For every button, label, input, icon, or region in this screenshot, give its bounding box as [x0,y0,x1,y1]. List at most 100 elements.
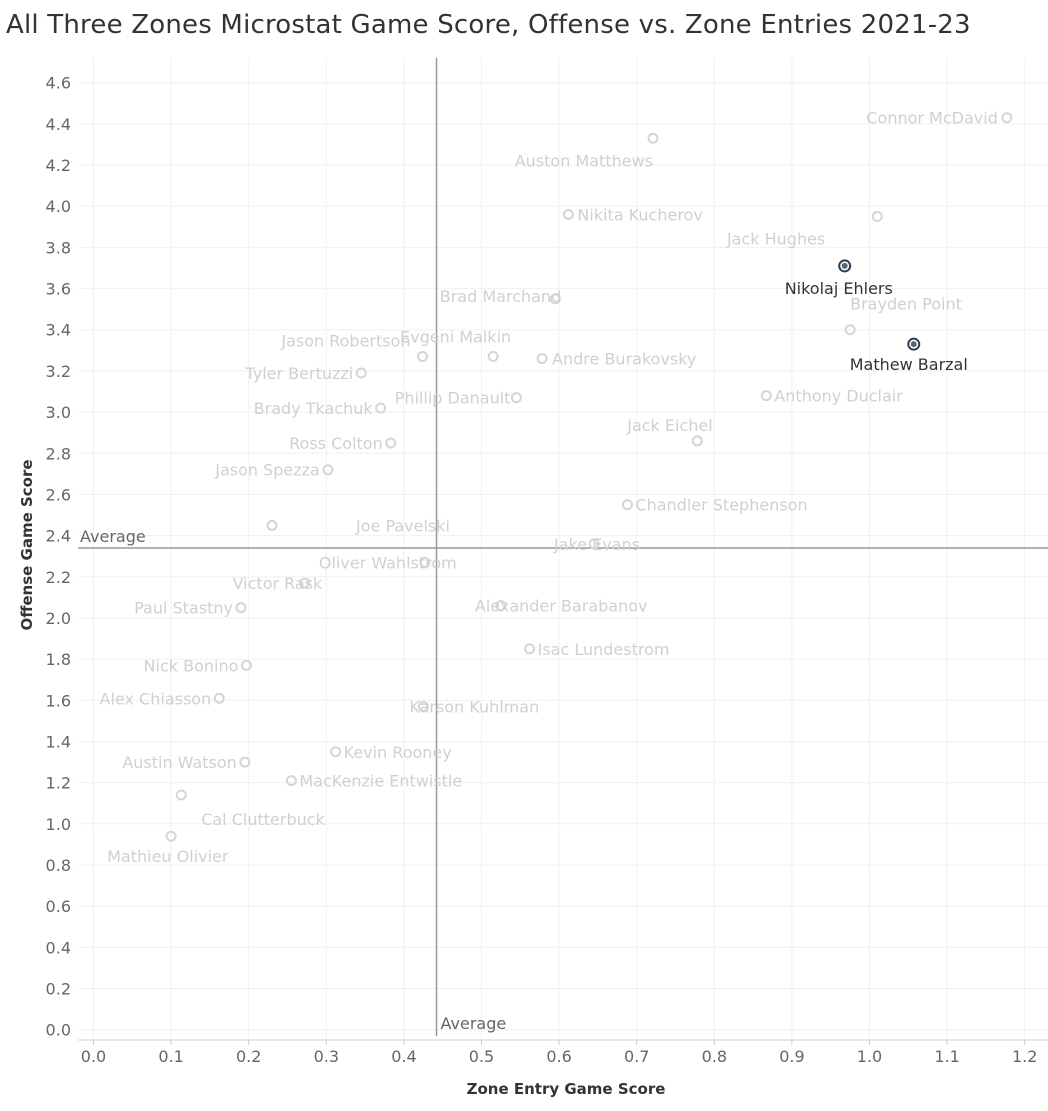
data-point [375,402,387,414]
data-point [330,746,342,758]
chart-title: All Three Zones Microstat Game Score, Of… [6,10,971,40]
data-point-label: Mathieu Olivier [107,847,229,866]
data-point [621,499,633,511]
y-tick-label: 3.2 [46,362,71,381]
data-point [536,353,548,365]
y-average-label: Average [80,527,146,546]
x-average-label: Average [441,1014,507,1033]
data-point-label: Victor Rask [233,574,323,593]
y-tick-label: 2.8 [46,444,71,463]
data-point [588,538,600,550]
x-tick-label: 0.6 [546,1047,571,1066]
data-point-label: Oliver Wahlstrom [319,553,457,572]
x-tick-label: 0.4 [391,1047,416,1066]
y-tick-label: 4.6 [46,74,71,93]
data-point-label: Joe Pavelski [355,516,450,535]
x-axis-title: Zone Entry Game Score [467,1080,666,1098]
point-labels: Connor McDavid Auston Matthews Nikita Kuch… [100,109,998,866]
data-point-label: Nikita Kucherov [577,205,702,224]
data-point-label: Alexander Barabanov [475,597,648,616]
data-point-label: Cal Clutterbuck [201,810,325,829]
data-point [285,775,297,787]
data-point [239,756,251,768]
data-point [647,132,659,144]
highlighted-point-label: Mathew Barzal [850,355,968,374]
data-point [266,519,278,531]
highlighted-point [838,259,852,273]
data-point [240,659,252,671]
data-point-label: Brady Tkachuk [254,399,374,418]
y-tick-label: 0.2 [46,980,71,999]
y-tick-label: 1.6 [46,691,71,710]
x-tick-label: 0.7 [624,1047,649,1066]
y-tick-label: 2.2 [46,568,71,587]
highlighted-point-core [910,341,917,348]
data-point-label: Jason Spezza [214,461,320,480]
x-tick-label: 0.8 [702,1047,727,1066]
data-point-label: Chandler Stephenson [635,496,807,515]
data-point-label: Jason Robertson [280,332,410,351]
x-tick-label: 0.5 [469,1047,494,1066]
data-point [299,577,311,589]
data-point-label: Paul Stastny [134,599,233,618]
data-point [562,208,574,220]
data-point-label: Evgeni Malkin [400,328,511,347]
data-point-label: Andre Burakovsky [552,350,696,369]
y-tick-label: 3.4 [46,321,71,340]
y-tick-label: 1.4 [46,732,71,751]
data-point-label: Jack Eichel [626,416,712,435]
data-point [495,600,507,612]
data-point [844,324,856,336]
data-point-label: MacKenzie Entwistle [299,772,462,791]
y-tick-label: 0.8 [46,856,71,875]
data-point-label: Nick Bonino [144,656,239,675]
data-point [419,556,431,568]
data-point [691,435,703,447]
data-point-label: Auston Matthews [515,151,653,170]
data-point [165,830,177,842]
average-reference-lines: Average Average [78,58,1048,1036]
axis-ticks: 0.0 0.1 0.2 0.3 0.4 0.5 0.6 0.7 0.8 0.9 1.0 1.1 1.2 0… [46,74,1038,1066]
y-tick-label: 1.8 [46,650,71,669]
highlighted-points [838,259,921,351]
data-point [1001,112,1013,124]
data-point-label: Tyler Bertuzzi [244,364,353,383]
y-tick-label: 0.4 [46,938,71,957]
data-point-label: Phillip Danault [395,389,511,408]
data-point-label: Austin Watson [122,753,237,772]
data-point-label: Jack Hughes [726,230,825,249]
data-point-label: Isac Lundestrom [538,640,670,659]
x-tick-label: 0.0 [81,1047,106,1066]
data-point-label: Anthony Duclair [774,387,903,406]
x-tick-label: 1.1 [934,1047,959,1066]
y-tick-label: 2.4 [46,527,71,546]
data-point-label: Ross Colton [289,434,383,453]
data-point-label: Brad Marchand [440,287,561,306]
y-tick-label: 3.6 [46,280,71,299]
x-tick-label: 1.2 [1012,1047,1037,1066]
y-tick-label: 3.8 [46,238,71,257]
y-tick-label: 2.6 [46,485,71,504]
data-point [417,351,429,363]
data-point [213,692,225,704]
data-point [487,351,499,363]
y-tick-label: 2.0 [46,609,71,628]
highlighted-point [907,337,921,351]
y-tick-label: 0.0 [46,1021,71,1040]
highlighted-point-label: Nikolaj Ehlers [785,279,893,298]
data-point [871,211,883,223]
data-point-label: Alex Chiasson [100,689,212,708]
y-tick-label: 3.0 [46,403,71,422]
data-point [417,700,429,712]
data-point [510,392,522,404]
data-points [165,112,1013,842]
y-tick-label: 1.0 [46,815,71,834]
data-point [385,437,397,449]
x-tick-label: 1.0 [857,1047,882,1066]
x-tick-label: 0.3 [314,1047,339,1066]
data-point-label: Connor McDavid [866,109,998,128]
y-tick-label: 1.2 [46,774,71,793]
data-point-label: Kevin Rooney [344,743,452,762]
y-tick-label: 0.6 [46,897,71,916]
data-point [322,464,334,476]
